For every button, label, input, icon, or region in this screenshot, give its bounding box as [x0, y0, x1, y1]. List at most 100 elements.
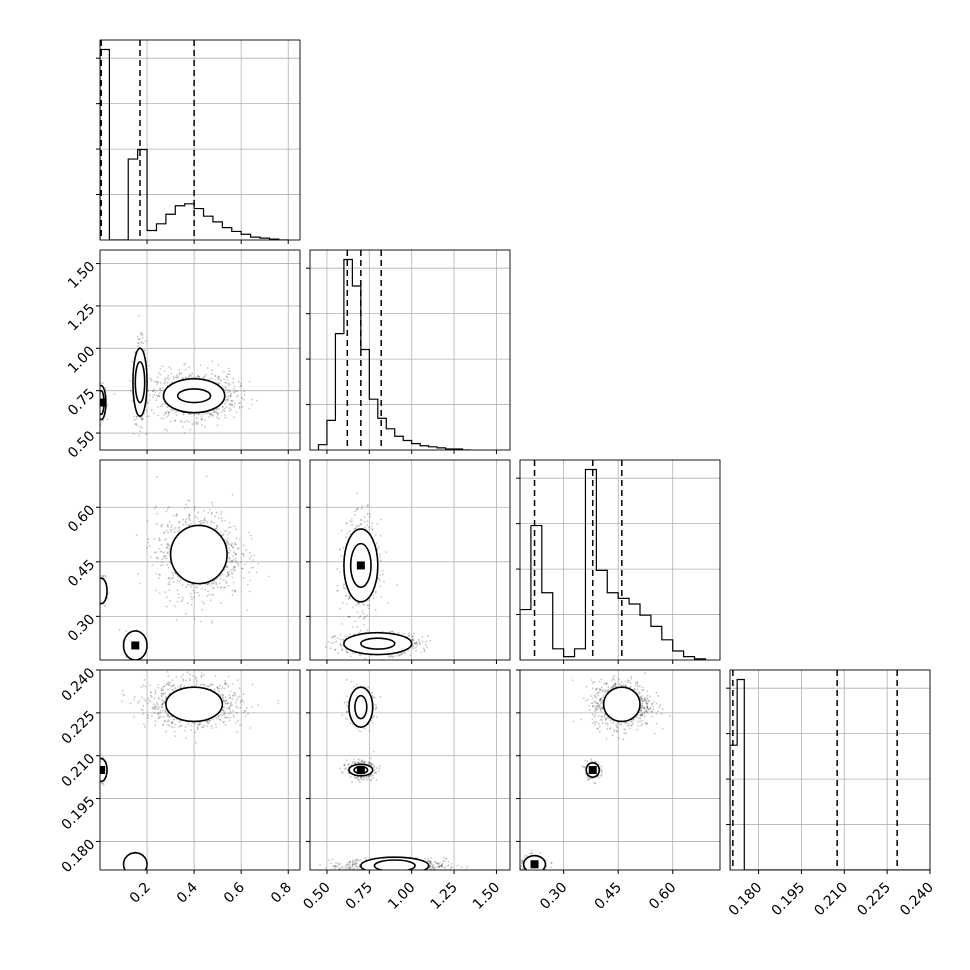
scatter-point [182, 523, 185, 526]
scatter-point [225, 582, 228, 584]
scatter-point [153, 507, 156, 510]
scatter-point [250, 555, 253, 558]
scatter-point [248, 380, 251, 383]
scatter-point [407, 649, 410, 652]
scatter-point [233, 543, 236, 546]
scatter-point [238, 538, 241, 541]
scatter-point [227, 716, 230, 719]
scatter-point [225, 682, 228, 684]
density-contour [349, 542, 372, 589]
scatter-point [189, 374, 192, 377]
scatter-point [176, 579, 179, 582]
scatter-point [185, 420, 188, 422]
scatter-point [208, 508, 211, 511]
scatter-point [229, 712, 232, 714]
scatter-point [97, 776, 99, 778]
scatter-point [412, 632, 415, 635]
scatter-point [157, 406, 159, 409]
scatter-point [236, 390, 239, 393]
scatter-point [185, 376, 188, 379]
scatter-point [221, 384, 224, 387]
scatter-point [239, 701, 242, 704]
scatter-point [203, 521, 206, 524]
scatter-point [327, 641, 330, 643]
scatter-point [267, 575, 270, 578]
scatter-point [228, 557, 231, 559]
scatter-point [369, 516, 372, 518]
scatter-point [159, 573, 162, 576]
scatter-point [233, 716, 236, 718]
scatter-point [333, 642, 335, 644]
scatter-point [345, 522, 347, 525]
scatter-point [421, 640, 424, 643]
scatter-point [148, 660, 150, 662]
scatter-point [184, 368, 187, 371]
scatter-point [366, 520, 369, 523]
scatter-point [150, 378, 153, 381]
scatter-point [277, 699, 279, 702]
scatter-point [223, 711, 226, 714]
scatter-point [155, 383, 158, 385]
scatter-point [388, 655, 391, 658]
scatter-point [96, 405, 98, 407]
scatter-point [233, 565, 235, 568]
scatter-point [152, 412, 155, 415]
scatter-point [377, 577, 380, 580]
scatter-point [161, 558, 164, 561]
scatter-point [96, 600, 98, 602]
scatter-point [97, 591, 99, 593]
scatter-point [133, 871, 135, 873]
scatter-point [226, 389, 229, 391]
scatter-point [194, 742, 197, 744]
scatter-point [368, 604, 371, 607]
scatter-point [190, 583, 193, 586]
scatter-point [185, 521, 188, 524]
scatter-point [411, 635, 414, 638]
scatter-point [224, 400, 227, 403]
scatter-point [177, 685, 179, 688]
scatter-point [185, 679, 188, 682]
scatter-point [201, 608, 204, 611]
scatter-point [339, 634, 342, 636]
scatter-point [172, 726, 175, 729]
scatter-point [170, 409, 173, 412]
scatter-point [169, 599, 171, 602]
scatter-point [379, 518, 382, 521]
scatter-point [219, 602, 222, 604]
density-contour [132, 347, 148, 417]
scatter-point [233, 390, 236, 393]
scatter-point [359, 629, 362, 632]
scatter-point [138, 338, 141, 341]
scatter-point [215, 411, 218, 413]
scatter-point [194, 376, 197, 379]
scatter-point [166, 552, 169, 555]
scatter-point [345, 603, 348, 606]
y-tick-label: 0.30 [65, 611, 98, 644]
scatter-point [201, 522, 204, 525]
scatter-point [104, 605, 107, 608]
scatter-point [106, 418, 109, 421]
scatter-point [177, 596, 180, 599]
scatter-point [149, 377, 151, 380]
scatter-point [225, 540, 228, 543]
scatter-point [168, 581, 171, 584]
scatter-point [159, 405, 162, 408]
scatter-point [163, 382, 166, 385]
scatter-point [165, 605, 168, 608]
scatter-point [192, 583, 194, 586]
density-contour [169, 524, 228, 585]
scatter-point [356, 507, 359, 510]
scatter-point [226, 571, 229, 574]
scatter-point [231, 573, 233, 575]
scatter-point [176, 589, 179, 592]
scatter-point [225, 580, 227, 583]
scatter-point [212, 582, 215, 585]
scatter-point [201, 600, 204, 603]
panel-content [310, 460, 510, 660]
scatter-point [147, 402, 150, 404]
scatter-point [141, 417, 143, 420]
scatter-point [235, 395, 238, 398]
scatter-point [220, 517, 223, 520]
scatter-point [241, 552, 244, 555]
scatter-point [338, 571, 341, 574]
